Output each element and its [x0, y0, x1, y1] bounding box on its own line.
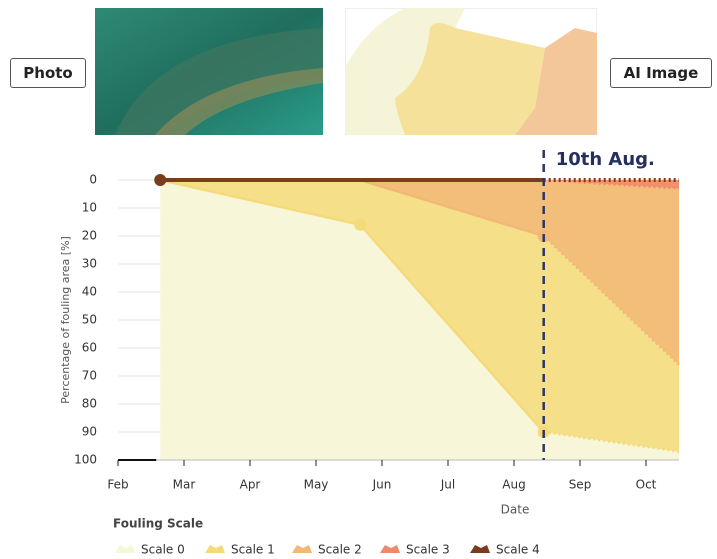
y-tick-label: 30: [82, 257, 97, 271]
page: {"labels": {"photo": "Photo", "ai_image"…: [0, 0, 717, 559]
x-tick-label: Aug: [502, 478, 525, 492]
x-tick-label: Apr: [240, 478, 261, 492]
legend-swatch: [470, 545, 490, 553]
legend-label: Scale 3: [406, 543, 450, 557]
legend-swatch: [115, 545, 135, 553]
x-tick-label: Jul: [440, 478, 455, 492]
y-tick-label: 80: [82, 397, 97, 411]
point-marker: [154, 174, 166, 186]
y-tick-label: 60: [82, 341, 97, 355]
y-tick-label: 70: [82, 369, 97, 383]
x-tick-label: Feb: [107, 478, 128, 492]
ai-image: [345, 8, 597, 135]
photo-label: Photo: [10, 58, 86, 88]
y-tick-label: 10: [82, 201, 97, 215]
legend-swatch: [205, 545, 225, 553]
legend-title: Fouling Scale: [113, 517, 203, 531]
x-tick-label: May: [304, 478, 329, 492]
point-marker: [354, 219, 366, 231]
y-tick-label: 40: [82, 285, 97, 299]
legend-label: Scale 1: [231, 543, 275, 557]
annotation-label: 10th Aug.: [556, 149, 655, 170]
legend-swatch: [292, 545, 312, 553]
x-tick-label: Sep: [569, 478, 592, 492]
y-tick-label: 90: [82, 425, 97, 439]
x-tick-label: Oct: [636, 478, 657, 492]
y-tick-label: 0: [89, 173, 97, 187]
legend-label: Scale 0: [141, 543, 185, 557]
y-tick-label: 50: [82, 313, 97, 327]
legend-label: Scale 2: [318, 543, 362, 557]
x-tick-label: Jun: [372, 478, 392, 492]
photo-image: [95, 8, 323, 135]
y-tick-label: 100: [74, 453, 97, 467]
y-axis-label: Percentage of fouling area [%]: [59, 236, 72, 404]
x-axis-label: Date: [501, 503, 530, 517]
chart: Percentage of fouling area [%] Date Foul…: [0, 140, 717, 559]
y-tick-label: 20: [82, 229, 97, 243]
ai-image-label: AI Image: [610, 58, 712, 88]
legend-swatch: [380, 545, 400, 553]
legend-label: Scale 4: [496, 543, 540, 557]
x-tick-label: Mar: [173, 478, 196, 492]
